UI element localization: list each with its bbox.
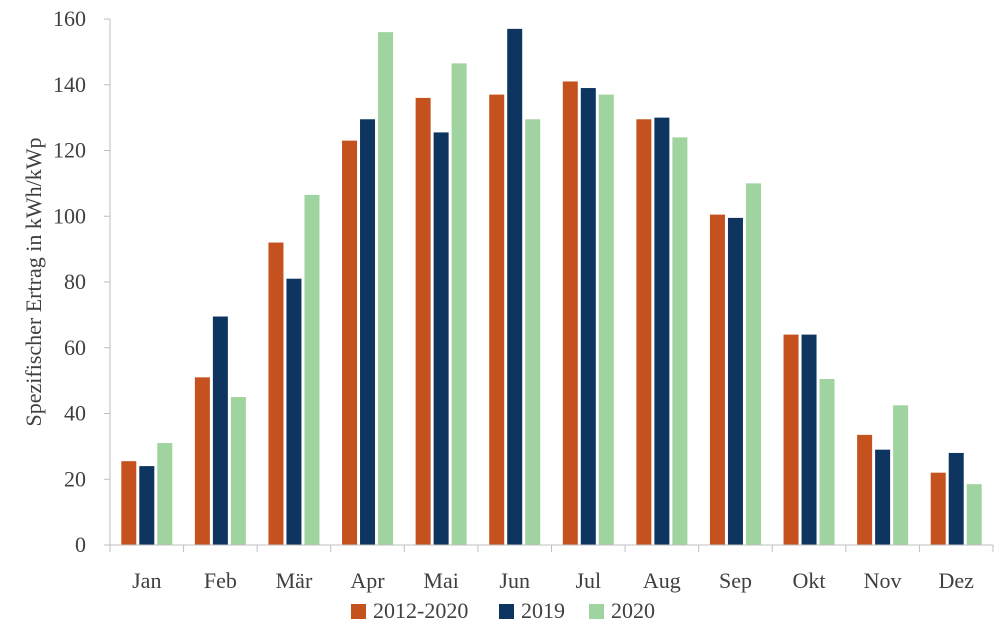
y-tick-label: 80 — [64, 269, 86, 294]
bar-dez-1 — [948, 452, 964, 545]
bar-feb-0 — [194, 377, 210, 545]
bar-sep-0 — [709, 214, 725, 545]
y-tick-label: 100 — [53, 203, 86, 228]
bar-jan-1 — [139, 466, 155, 545]
x-category-label: Jul — [575, 568, 601, 593]
bar-jun-0 — [489, 94, 505, 546]
legend-swatch — [351, 604, 366, 619]
bar-okt-1 — [801, 334, 817, 545]
y-axis-ticks: 0 20 40 60 80 100 120 140 160 — [53, 6, 110, 557]
bar-jun-1 — [507, 28, 523, 546]
bar-mär-2 — [304, 194, 320, 545]
x-category-label: Aug — [643, 568, 681, 593]
bars-layer — [121, 28, 982, 546]
bar-apr-1 — [360, 119, 376, 546]
bar-mär-1 — [286, 278, 302, 545]
x-category-label: Nov — [864, 568, 902, 593]
bar-nov-2 — [893, 405, 909, 545]
bar-jul-1 — [580, 88, 596, 545]
bar-sep-2 — [745, 183, 761, 545]
legend-label: 2012-2020 — [373, 598, 468, 623]
bar-jul-2 — [598, 94, 614, 546]
bar-jun-2 — [525, 119, 541, 546]
bar-nov-1 — [875, 449, 891, 545]
y-tick-label: 60 — [64, 335, 86, 360]
x-category-label: Sep — [719, 568, 752, 593]
x-category-label: Mai — [423, 568, 458, 593]
bar-dez-0 — [930, 472, 946, 545]
bar-mai-2 — [451, 63, 467, 545]
bar-aug-2 — [672, 137, 688, 545]
y-tick-label: 20 — [64, 466, 86, 491]
y-tick-label: 160 — [53, 6, 86, 31]
x-axis-ticks: Jan Feb Mär Apr Mai Jun Jul Aug Sep Okt Nov Dez — [109, 545, 994, 593]
y-axis-title: Spezifischer Ertrag in kWh/kWp — [21, 138, 46, 427]
x-category-label: Mär — [276, 568, 313, 593]
bar-feb-2 — [230, 397, 246, 545]
x-category-label: Feb — [204, 568, 237, 593]
x-category-label: Jun — [499, 568, 530, 593]
bar-aug-1 — [654, 117, 670, 545]
x-category-label: Okt — [793, 568, 826, 593]
y-tick-label: 0 — [75, 532, 86, 557]
bar-feb-1 — [212, 316, 228, 545]
bar-okt-0 — [783, 334, 799, 545]
legend: 2012-2020 2019 2020 — [351, 598, 655, 623]
bar-mai-1 — [433, 132, 449, 545]
bar-jan-2 — [157, 443, 173, 545]
y-tick-label: 120 — [53, 138, 86, 163]
bar-apr-0 — [342, 140, 358, 545]
y-tick-label: 40 — [64, 401, 86, 426]
bar-dez-2 — [966, 484, 982, 545]
legend-label: 2020 — [611, 598, 655, 623]
legend-label: 2019 — [521, 598, 565, 623]
bar-jul-0 — [562, 81, 578, 546]
legend-swatch — [589, 604, 604, 619]
y-tick-label: 140 — [53, 72, 86, 97]
bar-okt-2 — [819, 378, 835, 545]
bar-mai-0 — [415, 97, 431, 546]
bar-apr-2 — [378, 32, 394, 545]
x-category-label: Dez — [938, 568, 974, 593]
bar-aug-0 — [636, 119, 652, 546]
bar-mär-0 — [268, 242, 284, 546]
bar-sep-1 — [727, 217, 743, 546]
x-category-label: Apr — [350, 568, 385, 593]
bar-nov-0 — [857, 434, 873, 545]
x-category-label: Jan — [132, 568, 161, 593]
legend-swatch — [499, 604, 514, 619]
bar-jan-0 — [121, 461, 137, 545]
